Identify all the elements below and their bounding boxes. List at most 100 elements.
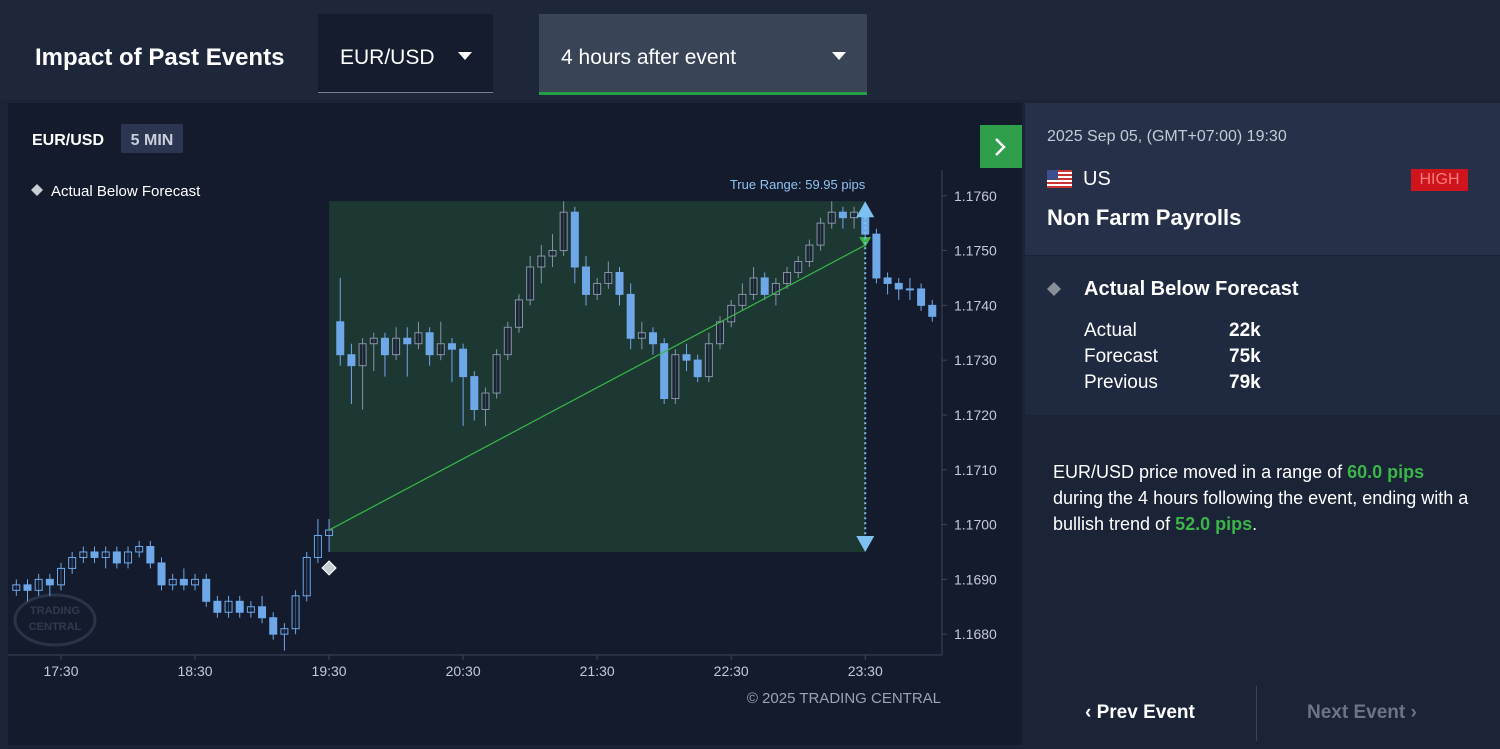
interval-badge [121,124,183,153]
interval: 5 MIN [131,132,174,149]
symbol-value: EUR/USD [340,46,435,69]
candle-body [45,578,54,586]
chevron: ‹ [1085,702,1097,723]
range-pips: 60.0 pips [1347,462,1425,482]
impact-badge: HIGH [1411,169,1468,191]
summary-text: . [1252,514,1258,534]
trend-pips: 52.0 pips [1175,514,1253,534]
range-label: True Range: 59.95 pips [730,177,866,192]
candle-body [157,562,166,586]
period-dropdown[interactable]: 4 hours after event [539,14,867,95]
next-label: Next Event [1307,702,1406,723]
row-value: 79k [1229,372,1261,393]
candle-body [224,600,233,613]
x-tick-label: 21:30 [580,663,615,679]
candle-body [481,392,490,410]
candle-body [79,551,88,558]
row-label: Previous [1084,372,1158,393]
x-tick-label: 22:30 [714,663,749,679]
candle-body [682,354,691,361]
candle-body [593,282,602,295]
y-tick-label: 1.1760 [954,188,997,204]
candle-body [660,343,669,400]
event-marker [321,560,337,576]
candle-body [704,343,713,378]
candle-body [805,244,814,263]
caret [832,52,846,60]
legend-icon [31,184,43,196]
next-button[interactable]: Next Event › [1307,702,1417,724]
watermark: CENTRAL [29,621,82,633]
candle-body [235,600,244,613]
value-row: Actual 22k [1084,318,1289,344]
summary-text: EUR/USD price moved in a range of [1053,462,1348,482]
y-tick-label: 1.1710 [954,462,997,478]
candle-body [380,337,389,356]
period-value: 4 hours after event [561,46,737,69]
row-value: 22k [1229,320,1261,341]
us-flag [1047,170,1072,188]
candle-body [548,250,557,257]
candle-body [503,326,512,356]
candle-body [191,578,200,586]
chevron: › [1405,702,1417,723]
candle-body [637,332,646,339]
candle-body [816,222,825,246]
candle-body [883,277,892,284]
candle-body [325,529,334,537]
candle-body [358,343,367,367]
candle-body [905,288,914,291]
candle-body [838,211,847,219]
outcome-icon [1047,282,1061,296]
candle-body [347,354,356,367]
y-tick-label: 1.1750 [954,243,997,259]
caret [458,52,472,60]
symbol-dropdown[interactable]: EUR/USD [318,14,493,93]
candle-body [581,266,590,295]
candle-body [615,271,624,295]
candle-body [179,578,188,586]
candle-body [112,551,121,564]
candle-body [783,271,792,284]
candle-body [827,211,836,224]
candle-body [760,277,769,295]
candle-body [23,584,32,591]
prev-button[interactable]: ‹ Prev Event [1085,702,1195,724]
event-country: US [1083,168,1111,190]
candle-body [514,299,523,328]
candle-body [124,551,133,564]
x-tick-label: 20:30 [446,663,481,679]
arrow-head [856,201,875,218]
candle-body [12,584,21,591]
candle-body [269,617,278,635]
candle-body [649,332,658,345]
candle-body [213,600,222,613]
candle-body [258,606,267,619]
x-tick-label: 18:30 [178,663,213,679]
y-tick-label: 1.1690 [954,571,997,587]
candle-body [492,354,501,394]
summary-text: during the 4 hours following the event, … [1053,488,1469,534]
expand-button[interactable] [980,125,1022,168]
value-table: Actual 22k Forecast 75k Previous 79k [1084,318,1289,396]
arrow-head [856,535,875,552]
y-tick-label: 1.1720 [954,407,997,423]
candle-body [202,578,211,602]
candle-body [604,271,613,284]
candle-body [392,337,401,356]
chevron [995,138,1006,156]
candle-body [291,595,300,630]
divider [1256,686,1257,741]
candle-body [168,578,177,586]
candle-body [280,628,289,635]
event-outcome: Actual Below Forecast [1084,278,1299,300]
y-tick-label: 1.1740 [954,297,997,313]
candle-body [671,354,680,400]
row-label: Forecast [1084,346,1158,367]
candle-body [626,293,635,339]
candle-body [313,535,322,558]
candle-body [928,304,937,317]
page-title: Impact of Past Events [35,44,285,71]
candle-body [727,304,736,323]
